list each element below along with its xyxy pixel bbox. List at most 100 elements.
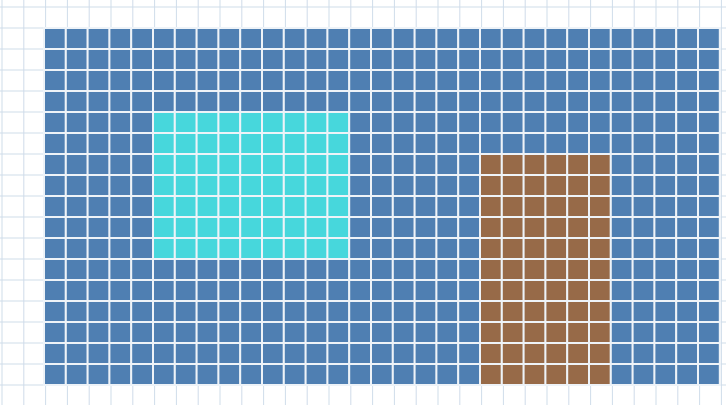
cyan-block-cell[interactable] bbox=[261, 216, 285, 239]
field-cell[interactable] bbox=[544, 111, 569, 134]
field-cell[interactable] bbox=[282, 342, 307, 365]
field-cell[interactable] bbox=[653, 90, 678, 113]
field-cell[interactable] bbox=[348, 300, 373, 323]
field-cell[interactable] bbox=[413, 90, 438, 113]
field-cell[interactable] bbox=[391, 132, 416, 155]
field-cell[interactable] bbox=[304, 258, 329, 281]
field-cell[interactable] bbox=[64, 321, 89, 344]
brown-block-cell[interactable] bbox=[544, 300, 569, 323]
field-cell[interactable] bbox=[217, 27, 242, 50]
field-cell[interactable] bbox=[675, 237, 700, 260]
field-cell[interactable] bbox=[86, 258, 111, 281]
field-cell[interactable] bbox=[435, 48, 460, 71]
cyan-block-cell[interactable] bbox=[261, 174, 285, 197]
cyan-block-cell[interactable] bbox=[173, 195, 198, 218]
field-cell[interactable] bbox=[500, 69, 525, 92]
field-cell[interactable] bbox=[86, 111, 111, 134]
brown-block-cell[interactable] bbox=[588, 153, 612, 176]
brown-block-cell[interactable] bbox=[522, 363, 547, 386]
field-cell[interactable] bbox=[609, 363, 634, 386]
field-cell[interactable] bbox=[239, 69, 263, 92]
brown-block-cell[interactable] bbox=[566, 321, 591, 344]
field-cell[interactable] bbox=[697, 90, 721, 113]
field-cell[interactable] bbox=[195, 342, 220, 365]
brown-block-cell[interactable] bbox=[479, 363, 503, 386]
field-cell[interactable] bbox=[86, 300, 111, 323]
cyan-block-cell[interactable] bbox=[261, 111, 285, 134]
field-cell[interactable] bbox=[544, 48, 569, 71]
field-cell[interactable] bbox=[348, 132, 373, 155]
field-cell[interactable] bbox=[631, 237, 656, 260]
field-cell[interactable] bbox=[348, 48, 373, 71]
field-cell[interactable] bbox=[370, 69, 394, 92]
brown-block-cell[interactable] bbox=[500, 363, 525, 386]
brown-block-cell[interactable] bbox=[479, 195, 503, 218]
field-cell[interactable] bbox=[64, 111, 89, 134]
field-cell[interactable] bbox=[130, 237, 154, 260]
cyan-block-cell[interactable] bbox=[326, 132, 351, 155]
field-cell[interactable] bbox=[108, 90, 133, 113]
field-cell[interactable] bbox=[697, 153, 721, 176]
field-cell[interactable] bbox=[217, 363, 242, 386]
field-cell[interactable] bbox=[173, 279, 198, 302]
field-cell[interactable] bbox=[457, 48, 482, 71]
field-cell[interactable] bbox=[631, 174, 656, 197]
field-cell[interactable] bbox=[261, 27, 285, 50]
field-cell[interactable] bbox=[435, 69, 460, 92]
field-cell[interactable] bbox=[370, 321, 394, 344]
field-cell[interactable] bbox=[653, 69, 678, 92]
field-cell[interactable] bbox=[304, 363, 329, 386]
field-cell[interactable] bbox=[697, 216, 721, 239]
cyan-block-cell[interactable] bbox=[217, 216, 242, 239]
cyan-block-cell[interactable] bbox=[217, 111, 242, 134]
field-cell[interactable] bbox=[631, 111, 656, 134]
field-cell[interactable] bbox=[86, 195, 111, 218]
field-cell[interactable] bbox=[348, 27, 373, 50]
brown-block-cell[interactable] bbox=[544, 258, 569, 281]
field-cell[interactable] bbox=[348, 321, 373, 344]
field-cell[interactable] bbox=[566, 132, 591, 155]
field-cell[interactable] bbox=[370, 258, 394, 281]
field-cell[interactable] bbox=[675, 258, 700, 281]
field-cell[interactable] bbox=[130, 258, 154, 281]
field-cell[interactable] bbox=[500, 48, 525, 71]
field-cell[interactable] bbox=[108, 342, 133, 365]
field-cell[interactable] bbox=[631, 279, 656, 302]
field-cell[interactable] bbox=[675, 216, 700, 239]
field-cell[interactable] bbox=[391, 342, 416, 365]
field-cell[interactable] bbox=[282, 300, 307, 323]
field-cell[interactable] bbox=[609, 90, 634, 113]
field-cell[interactable] bbox=[697, 300, 721, 323]
field-cell[interactable] bbox=[391, 69, 416, 92]
cyan-block-cell[interactable] bbox=[152, 153, 176, 176]
field-cell[interactable] bbox=[108, 27, 133, 50]
brown-block-cell[interactable] bbox=[522, 321, 547, 344]
field-cell[interactable] bbox=[653, 132, 678, 155]
field-cell[interactable] bbox=[239, 90, 263, 113]
cyan-block-cell[interactable] bbox=[173, 153, 198, 176]
field-cell[interactable] bbox=[326, 363, 351, 386]
field-cell[interactable] bbox=[108, 279, 133, 302]
brown-block-cell[interactable] bbox=[500, 258, 525, 281]
field-cell[interactable] bbox=[239, 48, 263, 71]
brown-block-cell[interactable] bbox=[588, 279, 612, 302]
field-cell[interactable] bbox=[631, 342, 656, 365]
field-cell[interactable] bbox=[631, 321, 656, 344]
field-cell[interactable] bbox=[653, 153, 678, 176]
field-cell[interactable] bbox=[435, 363, 460, 386]
field-cell[interactable] bbox=[108, 69, 133, 92]
field-cell[interactable] bbox=[130, 321, 154, 344]
brown-block-cell[interactable] bbox=[500, 195, 525, 218]
field-cell[interactable] bbox=[435, 174, 460, 197]
cyan-block-cell[interactable] bbox=[152, 216, 176, 239]
field-cell[interactable] bbox=[609, 174, 634, 197]
brown-block-cell[interactable] bbox=[522, 216, 547, 239]
field-cell[interactable] bbox=[108, 363, 133, 386]
field-cell[interactable] bbox=[130, 279, 154, 302]
field-cell[interactable] bbox=[282, 48, 307, 71]
field-cell[interactable] bbox=[348, 279, 373, 302]
field-cell[interactable] bbox=[261, 300, 285, 323]
field-cell[interactable] bbox=[304, 279, 329, 302]
field-cell[interactable] bbox=[457, 279, 482, 302]
field-cell[interactable] bbox=[653, 363, 678, 386]
